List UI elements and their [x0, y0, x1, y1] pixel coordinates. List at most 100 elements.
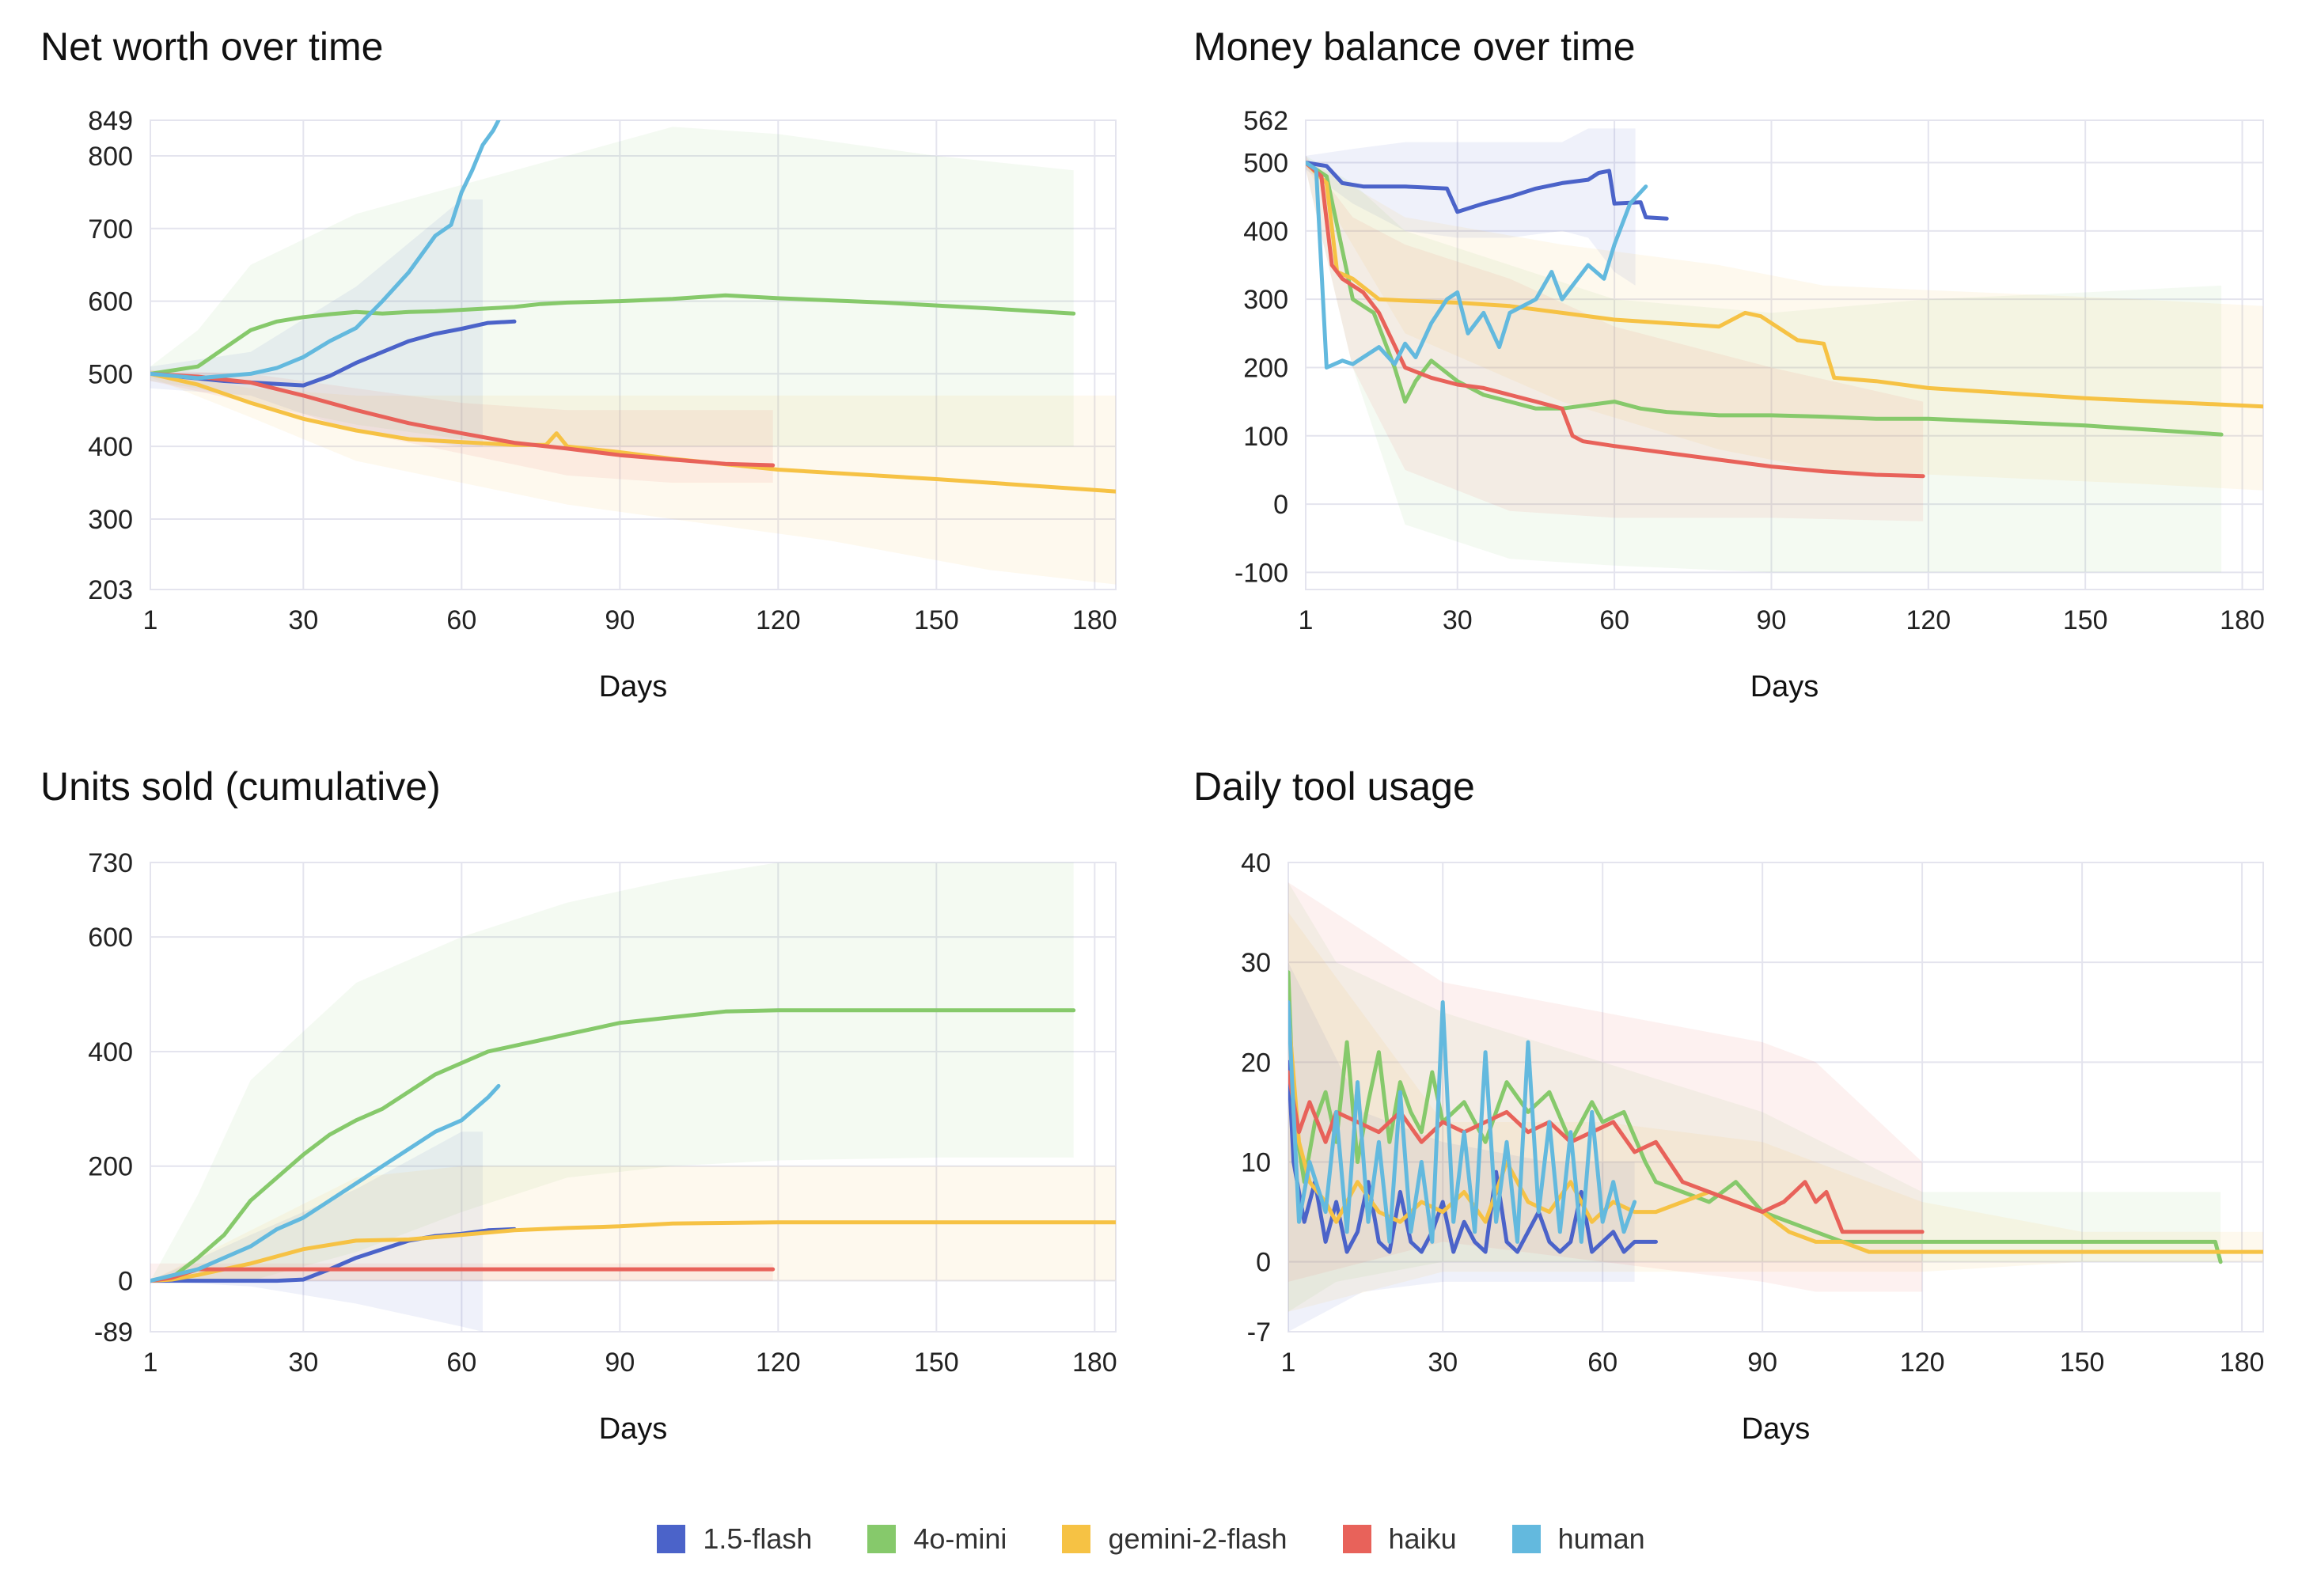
series-line-haiku[interactable] — [1306, 161, 1925, 479]
daily-tool-usage-chart: 1 30 60 90 120 150 180 -7 0 10 20 30 40 Days — [1241, 848, 2265, 1446]
legend-item[interactable]: gemini-2-flash — [1062, 1522, 1288, 1556]
series-line-gemini-2-flash[interactable] — [1306, 161, 2263, 409]
band-haiku — [1288, 882, 1923, 1292]
y-tick-label: 400 — [88, 432, 133, 462]
y-tick-label: -89 — [94, 1317, 133, 1348]
series-line-human[interactable] — [150, 120, 501, 381]
band-gemini-2-flash — [150, 370, 1116, 585]
band-1.5-flash — [150, 199, 483, 447]
series-line-1.5-flash[interactable] — [1306, 161, 1669, 221]
x-tick-label: 30 — [288, 605, 318, 635]
y-tick-label: 0 — [1273, 490, 1288, 520]
y-tick-label: -7 — [1247, 1317, 1271, 1348]
plot-area — [150, 120, 1116, 585]
series-line-human[interactable] — [1306, 161, 1648, 370]
x-axis-title: Days — [599, 1412, 668, 1446]
x-tick-label: 120 — [1906, 605, 1951, 635]
y-tick-label: 0 — [118, 1267, 133, 1297]
x-tick-label: 60 — [446, 605, 476, 635]
x-tick-label: 30 — [288, 1348, 318, 1378]
band-4o-mini — [150, 127, 1074, 447]
x-axis-title: Days — [599, 670, 668, 703]
x-tick-label: 180 — [2220, 1348, 2265, 1378]
band-4o-mini — [150, 862, 1074, 1281]
series-line-human[interactable] — [1288, 1000, 1637, 1244]
x-tick-label: 30 — [1428, 1348, 1458, 1378]
series-line-1.5-flash[interactable] — [1288, 1060, 1658, 1254]
x-tick-label: 60 — [1599, 605, 1629, 635]
y-tick-label: 400 — [1243, 217, 1288, 247]
x-tick-label: 150 — [2060, 1348, 2105, 1378]
y-tick-label: 800 — [88, 142, 133, 172]
band-haiku — [1306, 155, 1924, 521]
y-tick-label: 100 — [1243, 422, 1288, 452]
x-tick-label: 1 — [143, 605, 158, 635]
legend-label: gemini-2-flash — [1108, 1522, 1288, 1555]
chart-title: Units sold (cumulative) — [40, 764, 441, 809]
y-tick-label: 30 — [1241, 948, 1271, 978]
y-tick-label: 849 — [88, 106, 133, 136]
x-axis-title: Days — [1742, 1412, 1811, 1446]
panel-daily-tool-usage: Daily tool usage 1 30 60 90 120 150 180 -7 0 10 20… — [1147, 740, 2302, 1476]
legend-item[interactable]: 1.5-flash — [657, 1522, 812, 1556]
legend-item[interactable]: human — [1511, 1522, 1645, 1556]
x-tick-label: 150 — [2063, 605, 2108, 635]
x-tick-label: 180 — [1072, 1348, 1117, 1378]
series-line-4o-mini[interactable] — [1288, 970, 2223, 1264]
panel-units-sold: Units sold (cumulative) 1 30 60 90 120 150 180… — [0, 740, 1147, 1476]
plot-area — [1288, 882, 2263, 1332]
money-balance-chart: 1 30 60 90 120 150 180 -100 0 100 200 300 400 500 562 D… — [1234, 106, 2265, 703]
y-tick-label: 10 — [1241, 1148, 1271, 1178]
legend-item[interactable]: haiku — [1342, 1522, 1457, 1556]
chart-title: Money balance over time — [1193, 25, 1636, 69]
chart-title: Daily tool usage — [1193, 764, 1475, 809]
y-tick-label: 20 — [1241, 1048, 1271, 1078]
band-4o-mini — [1306, 155, 2222, 573]
y-tick-label: 200 — [1243, 353, 1288, 383]
legend-label: human — [1557, 1522, 1645, 1555]
y-tick-label: 500 — [1243, 149, 1288, 179]
legend-swatch — [1511, 1525, 1541, 1553]
x-tick-label: 180 — [2220, 605, 2265, 635]
band-gemini-2-flash — [1306, 159, 2263, 491]
net-worth-chart: 1 30 60 90 120 150 180 203 300 400 500 600 700 800 849… — [88, 106, 1117, 703]
x-tick-label: 90 — [605, 605, 635, 635]
legend: 1.5-flash 4o-mini gemini-2-flash haiku h… — [0, 1522, 2302, 1556]
chart-title: Net worth over time — [40, 25, 384, 69]
x-tick-label: 60 — [446, 1348, 476, 1378]
series-line-4o-mini[interactable] — [150, 293, 1076, 376]
y-tick-label: 0 — [1256, 1248, 1271, 1278]
x-tick-label: 120 — [756, 605, 801, 635]
y-tick-label: 200 — [88, 1152, 133, 1182]
legend-swatch — [867, 1525, 897, 1553]
x-tick-label: 30 — [1443, 605, 1473, 635]
panel-money-balance: Money balance over time 1 30 60 90 120 150 180… — [1147, 0, 2302, 736]
x-tick-label: 90 — [1757, 605, 1787, 635]
x-axis-title: Days — [1750, 670, 1819, 703]
series-line-human[interactable] — [150, 1083, 501, 1283]
y-tick-label: -100 — [1234, 558, 1288, 588]
plot-area — [150, 862, 1116, 1332]
band-gemini-2-flash — [1288, 912, 2263, 1312]
legend-swatch — [657, 1525, 686, 1553]
y-tick-label: 203 — [88, 575, 133, 605]
x-tick-label: 1 — [1281, 1348, 1296, 1378]
legend-swatch — [1342, 1525, 1371, 1553]
band-gemini-2-flash — [150, 1166, 1116, 1281]
series-line-4o-mini[interactable] — [150, 1008, 1076, 1283]
y-tick-label: 700 — [88, 214, 133, 245]
y-tick-label: 40 — [1241, 848, 1271, 878]
y-tick-label: 730 — [88, 848, 133, 878]
x-tick-label: 120 — [756, 1348, 801, 1378]
series-line-haiku[interactable] — [150, 371, 776, 468]
x-tick-label: 1 — [143, 1348, 158, 1378]
panel-net-worth: Net worth over time 1 30 60 90 120 150 180 203 3… — [0, 0, 1147, 736]
x-tick-label: 150 — [914, 1348, 959, 1378]
series-line-gemini-2-flash[interactable] — [1288, 1010, 2263, 1254]
x-tick-label: 1 — [1299, 605, 1314, 635]
y-tick-label: 562 — [1243, 106, 1288, 136]
y-tick-label: 600 — [88, 923, 133, 953]
legend-item[interactable]: 4o-mini — [867, 1522, 1007, 1556]
x-tick-label: 90 — [605, 1348, 635, 1378]
y-tick-label: 400 — [88, 1037, 133, 1067]
